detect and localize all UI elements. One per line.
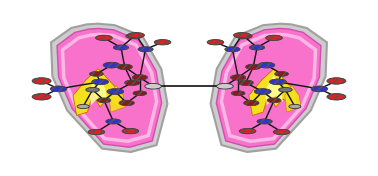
- Polygon shape: [285, 85, 301, 112]
- Ellipse shape: [32, 94, 51, 100]
- Ellipse shape: [231, 75, 246, 80]
- Ellipse shape: [239, 128, 256, 134]
- Ellipse shape: [238, 80, 253, 85]
- Ellipse shape: [275, 72, 288, 76]
- Ellipse shape: [217, 83, 233, 89]
- Ellipse shape: [92, 79, 108, 85]
- Ellipse shape: [257, 119, 272, 124]
- Ellipse shape: [225, 47, 240, 52]
- Ellipse shape: [266, 35, 282, 40]
- Polygon shape: [249, 69, 297, 115]
- Ellipse shape: [246, 64, 261, 70]
- Ellipse shape: [231, 91, 245, 96]
- Ellipse shape: [117, 64, 132, 70]
- Ellipse shape: [132, 75, 147, 80]
- Ellipse shape: [327, 94, 346, 100]
- Ellipse shape: [207, 40, 224, 45]
- Ellipse shape: [113, 45, 129, 50]
- Ellipse shape: [122, 128, 139, 134]
- Ellipse shape: [103, 62, 120, 68]
- Ellipse shape: [88, 129, 105, 135]
- Ellipse shape: [249, 45, 265, 50]
- Polygon shape: [73, 69, 122, 115]
- Ellipse shape: [258, 62, 275, 68]
- Ellipse shape: [97, 98, 111, 103]
- Ellipse shape: [311, 86, 328, 92]
- Ellipse shape: [126, 33, 143, 39]
- Ellipse shape: [77, 104, 89, 109]
- Ellipse shape: [234, 33, 250, 38]
- Polygon shape: [57, 28, 162, 147]
- Polygon shape: [109, 85, 125, 112]
- Ellipse shape: [289, 104, 301, 109]
- Polygon shape: [265, 75, 283, 105]
- Ellipse shape: [96, 35, 112, 40]
- Ellipse shape: [128, 33, 144, 38]
- Ellipse shape: [254, 89, 271, 94]
- Ellipse shape: [145, 83, 161, 89]
- Ellipse shape: [279, 87, 292, 92]
- Ellipse shape: [138, 47, 153, 52]
- Ellipse shape: [32, 78, 51, 84]
- Polygon shape: [211, 24, 327, 152]
- Ellipse shape: [119, 100, 134, 106]
- Polygon shape: [216, 28, 321, 147]
- Ellipse shape: [125, 80, 140, 85]
- Ellipse shape: [107, 89, 124, 94]
- Ellipse shape: [267, 98, 281, 103]
- Ellipse shape: [133, 91, 147, 96]
- Ellipse shape: [235, 33, 252, 39]
- Ellipse shape: [106, 119, 121, 124]
- Ellipse shape: [273, 129, 290, 135]
- Polygon shape: [51, 24, 167, 152]
- Ellipse shape: [90, 72, 103, 76]
- Ellipse shape: [50, 86, 67, 92]
- Ellipse shape: [86, 87, 99, 92]
- Ellipse shape: [154, 40, 171, 45]
- Ellipse shape: [270, 79, 286, 85]
- Ellipse shape: [327, 78, 346, 84]
- Polygon shape: [89, 75, 107, 105]
- Ellipse shape: [244, 100, 259, 106]
